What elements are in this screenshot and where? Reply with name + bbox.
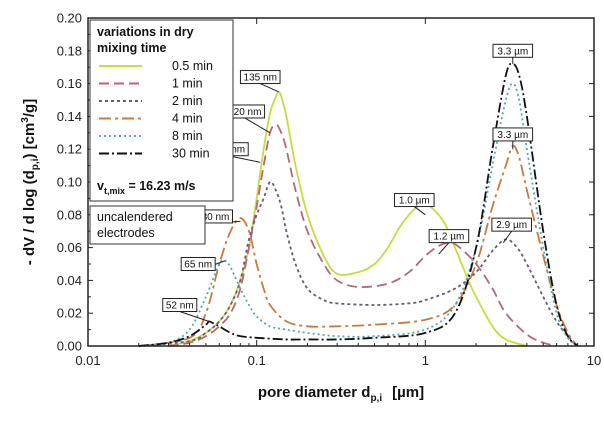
legend-label: 30 min — [172, 147, 210, 161]
y-tick-label: 0.10 — [57, 175, 82, 190]
legend-label: 1 min — [172, 77, 203, 91]
y-axis: 0.00 0.02 0.04 0.06 0.08 0.10 0.12 0.14 0.16 0.18… — [57, 11, 594, 354]
annotation-label: 52 nm — [166, 301, 194, 312]
y-tick-label: 0.18 — [57, 43, 82, 58]
annotation-box — [180, 257, 216, 271]
x-tick-label: 0.01 — [75, 353, 100, 368]
y-tick-label: 0.16 — [57, 76, 82, 91]
legend-label: 2 min — [172, 94, 203, 108]
series-line — [168, 123, 557, 347]
annotation-leader — [413, 206, 426, 216]
annotation-leader — [502, 230, 513, 243]
mixing-speed-symbol: v — [97, 179, 104, 193]
legend-label: 8 min — [172, 129, 203, 143]
series-line — [138, 180, 579, 347]
y-tick-label: 0.04 — [57, 273, 82, 288]
x-tick-label: 0.1 — [248, 353, 266, 368]
legend-entries: 0.5 min 1 min 2 min 4 min 8 min 30 min — [99, 59, 213, 161]
x-axis-title-subscript: p,i — [370, 393, 382, 404]
note-line2: electrodes — [97, 226, 155, 240]
y-axis-title-end: /g] — [21, 99, 38, 117]
annotation-box — [492, 43, 534, 58]
annotation-label: 135 nm — [244, 73, 277, 84]
x-axis: 0.01 0.1 1 10 — [75, 18, 601, 368]
annotation-box — [239, 70, 281, 85]
x-axis-title: pore diameter dp,i [µm] — [258, 384, 424, 404]
series-line — [138, 144, 579, 347]
annotation-box — [492, 127, 534, 142]
legend-label: 0.5 min — [172, 59, 213, 73]
annotation-leader — [260, 83, 279, 93]
annotation-label: 65 nm — [184, 260, 212, 271]
x-tick-label: 10 — [587, 353, 601, 368]
mixing-speed-subscript: t,mix — [104, 186, 125, 196]
y-tick-label: 0.12 — [57, 142, 82, 157]
y-tick-label: 0.20 — [57, 11, 82, 26]
annotation-label: 80 nm — [202, 212, 230, 223]
y-tick-label: 0.08 — [57, 207, 82, 222]
mixing-speed-label: vt,mix = 16.23 m/s — [97, 179, 196, 196]
annotation-box — [393, 193, 435, 208]
note: uncalendered electrodes — [89, 205, 206, 245]
annotation-leader — [438, 242, 450, 255]
annotation-leader — [179, 311, 209, 322]
mixing-speed-value: = 16.23 m/s — [125, 179, 196, 193]
note-line1: uncalendered — [97, 210, 173, 224]
annotation-leader — [244, 117, 271, 134]
legend: variations in dry mixing time 0.5 min 1 m… — [89, 19, 234, 202]
annotation-label: 3.3 µm — [497, 130, 528, 141]
y-axis-title-main: - dV / d log (d — [21, 170, 38, 265]
annotation-label: 1.2 µm — [434, 232, 465, 243]
legend-label: 4 min — [172, 112, 203, 126]
annotation-label: 120 nm — [228, 107, 261, 118]
x-axis-title-main: pore diameter d — [258, 384, 371, 401]
annotation-box — [162, 298, 198, 312]
note-box — [89, 205, 206, 245]
annotation-label: 3.3 µm — [497, 46, 528, 57]
y-tick-label: 0.00 — [57, 339, 82, 354]
y-tick-label: 0.02 — [57, 306, 82, 321]
y-axis-title: - dV / d log (dp,i) [cm3/g] — [20, 99, 41, 265]
y-axis-title-subscript: p,i — [30, 158, 41, 170]
annotation-box — [491, 217, 532, 232]
x-tick-label: 1 — [422, 353, 429, 368]
annotation-label: 2.9 µm — [496, 220, 527, 231]
legend-title-line1: variations in dry — [97, 25, 194, 39]
y-tick-label: 0.06 — [57, 240, 82, 255]
y-tick-label: 0.14 — [57, 109, 82, 124]
annotation-box — [428, 229, 470, 244]
y-axis-title-superscript: 3 — [20, 117, 31, 123]
annotation-leader — [228, 155, 261, 163]
y-axis-title-unit: ) [cm — [21, 123, 38, 159]
legend-title-line2: mixing time — [97, 41, 167, 55]
annotation-label: 1.0 µm — [399, 196, 430, 207]
legend-box — [89, 19, 234, 202]
x-axis-title-unit: [µm] — [392, 384, 424, 401]
series-line — [138, 62, 579, 347]
